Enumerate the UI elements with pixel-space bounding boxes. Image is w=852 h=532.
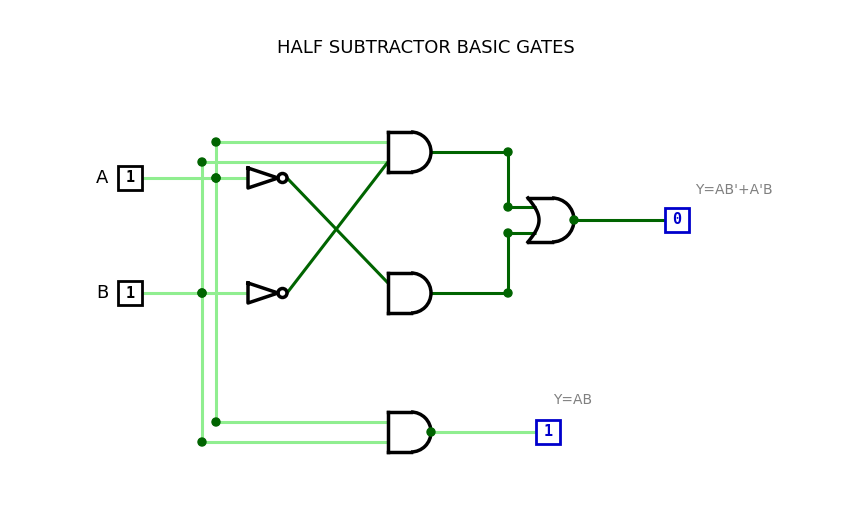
Circle shape [198,289,206,297]
Circle shape [427,428,435,436]
Circle shape [198,289,206,297]
Bar [665,208,689,232]
Circle shape [212,174,220,182]
Circle shape [504,289,512,297]
Text: Y=AB: Y=AB [553,393,592,407]
Circle shape [212,138,220,146]
Circle shape [198,438,206,446]
Bar [118,166,142,190]
Circle shape [212,418,220,426]
Circle shape [504,229,512,237]
Text: HALF SUBTRACTOR BASIC GATES: HALF SUBTRACTOR BASIC GATES [277,39,575,57]
Circle shape [504,203,512,211]
Text: A: A [95,169,108,187]
Text: 1: 1 [544,425,553,439]
Circle shape [504,148,512,156]
Text: B: B [96,284,108,302]
Text: Y=AB'+A'B: Y=AB'+A'B [695,183,773,197]
Bar [536,420,560,444]
Circle shape [212,174,220,182]
Text: 1: 1 [125,286,135,301]
Text: 0: 0 [672,212,682,228]
Circle shape [570,216,578,224]
Bar [118,281,142,305]
Circle shape [198,158,206,166]
Text: 1: 1 [125,170,135,186]
